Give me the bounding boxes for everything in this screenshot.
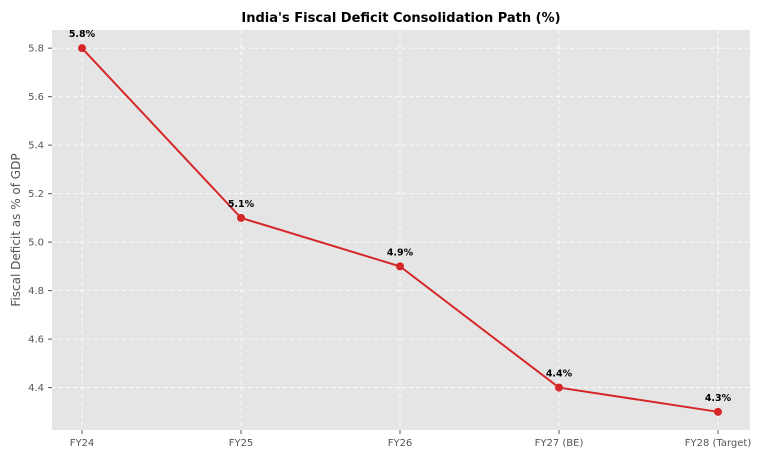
y-tick-label: 4.4: [28, 383, 44, 394]
plot-area: [52, 30, 750, 430]
x-tick-label: FY28 (Target): [685, 438, 752, 449]
data-label: 5.1%: [228, 199, 255, 210]
chart-title: India's Fiscal Deficit Consolidation Pat…: [241, 11, 560, 26]
data-label: 4.9%: [387, 247, 414, 258]
data-point: [714, 407, 722, 416]
data-point: [78, 44, 86, 53]
x-tick-label: FY25: [229, 438, 254, 449]
y-tick-label: 4.6: [28, 335, 44, 346]
data-point: [555, 383, 563, 392]
y-tick-label: 5.6: [28, 92, 44, 103]
y-axis-label: Fiscal Deficit as % of GDP: [9, 153, 23, 306]
y-tick-label: 4.8: [28, 286, 44, 297]
data-label: 5.8%: [69, 29, 96, 40]
x-tick-label: FY26: [388, 438, 413, 449]
x-tick-label: FY27 (BE): [535, 438, 584, 449]
y-tick-label: 5.0: [28, 238, 44, 249]
y-tick-label: 5.2: [28, 189, 44, 200]
data-point: [396, 262, 404, 271]
y-tick-label: 5.8: [28, 44, 44, 55]
data-label: 4.3%: [705, 393, 732, 404]
data-label: 4.4%: [546, 369, 573, 380]
x-tick-label: FY24: [70, 438, 95, 449]
data-point: [237, 213, 245, 222]
y-tick-label: 5.4: [28, 141, 44, 152]
